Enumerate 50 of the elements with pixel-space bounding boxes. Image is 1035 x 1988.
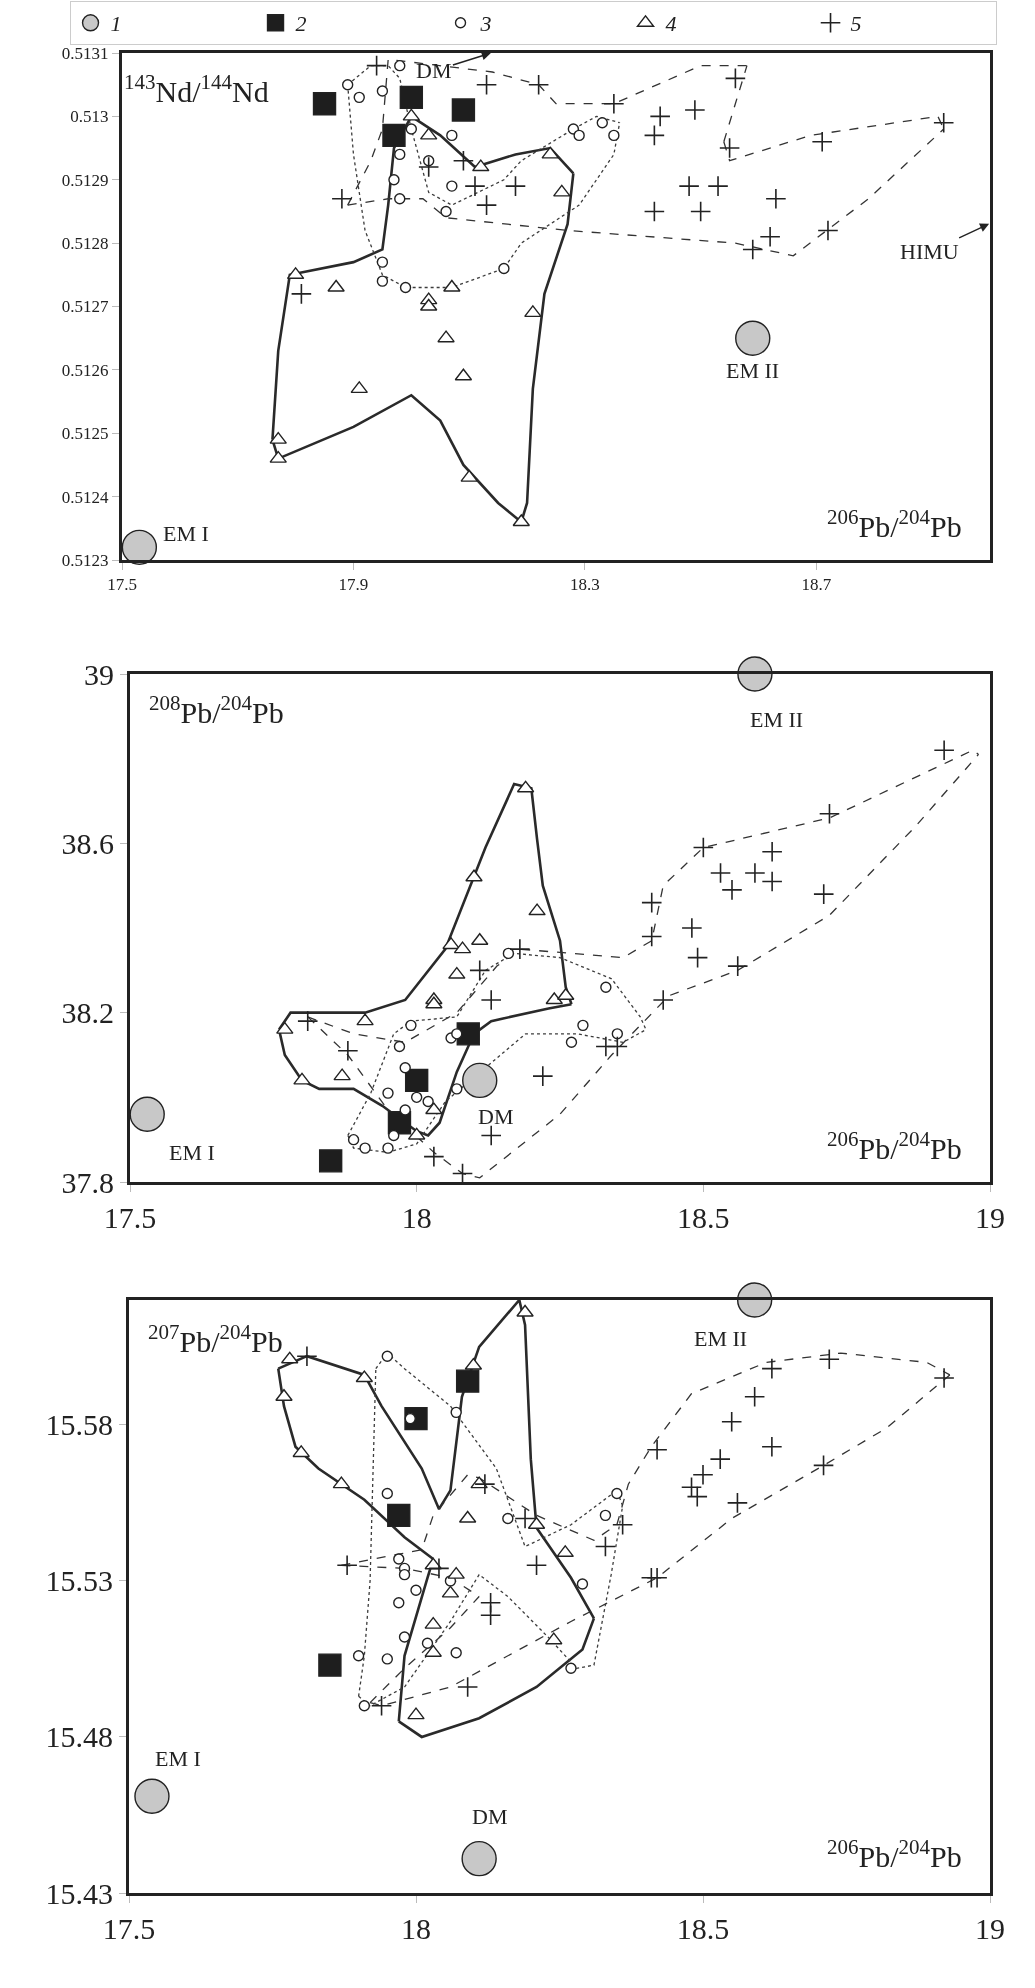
legend-label: 5	[850, 11, 862, 37]
y-tick-label: 15.53	[45, 1564, 113, 1598]
x-tick-label: 18.5	[677, 1201, 730, 1234]
annotation: DM	[478, 1104, 514, 1129]
x-tick-label: 17.5	[102, 1912, 156, 1945]
y-tick-label: 0.513	[70, 107, 109, 127]
x-tick-label: 18	[401, 1912, 431, 1945]
x-tick-label: 19	[975, 1912, 1005, 1945]
legend-label: 4	[665, 11, 677, 37]
annotation: HIMU	[900, 239, 959, 264]
y-tick-label: 39	[84, 657, 114, 691]
annotation: EM I	[163, 521, 209, 546]
y-tick-label: 15.48	[45, 1720, 113, 1754]
y-tick-label: 0.5127	[61, 297, 110, 317]
annotation: DM	[472, 1804, 508, 1829]
y-tick-label: 0.5125	[61, 424, 109, 444]
legend-label: 2	[295, 11, 307, 37]
y-tick-label: 0.5129	[61, 170, 109, 190]
annotation: EM II	[726, 358, 780, 383]
legend-label: 3	[479, 11, 492, 37]
y-tick-label: 0.5124	[61, 487, 110, 507]
y-axis-title: $^{208}$Pb/$^{204}$Pb	[149, 691, 284, 729]
x-tick-label: 18.7	[801, 575, 832, 595]
y-tick-label: 38.2	[61, 996, 114, 1030]
annotation: EM II	[750, 707, 804, 732]
y-tick-label: 0.5123	[61, 550, 109, 570]
x-tick-label: 18.3	[570, 575, 600, 595]
y-tick-label: 0.5128	[61, 234, 109, 254]
x-tick-label: 17.5	[103, 1201, 157, 1234]
y-tick-label: 0.5131	[61, 43, 109, 63]
x-tick-label: 17.9	[338, 575, 369, 595]
y-tick-label: 37.8	[61, 1165, 114, 1199]
y-tick-label: 38.6	[61, 826, 114, 860]
legend-label: 1	[110, 11, 122, 37]
x-tick-label: 18	[401, 1201, 432, 1234]
x-axis-title: $^{206}$Pb/$^{204}$Pb	[827, 1835, 962, 1873]
annotation: EM II	[694, 1326, 748, 1351]
y-axis-title: $^{207}$Pb/$^{204}$Pb	[148, 1320, 283, 1358]
annotation: EM I	[155, 1746, 201, 1771]
y-axis-title: $^{143}$Nd/$^{144}$Nd	[124, 70, 269, 108]
annotation: DM	[416, 58, 452, 83]
x-tick-label: 19	[975, 1201, 1005, 1234]
y-tick-label: 15.43	[45, 1876, 113, 1910]
x-tick-label: 17.5	[107, 575, 137, 595]
x-axis-title: $^{206}$Pb/$^{204}$Pb	[827, 505, 962, 543]
x-tick-label: 18.5	[676, 1912, 730, 1945]
annotation: EM I	[169, 1140, 215, 1165]
y-tick-label: 15.58	[45, 1408, 113, 1442]
x-axis-title: $^{206}$Pb/$^{204}$Pb	[827, 1127, 962, 1165]
y-tick-label: 0.5126	[61, 360, 109, 380]
